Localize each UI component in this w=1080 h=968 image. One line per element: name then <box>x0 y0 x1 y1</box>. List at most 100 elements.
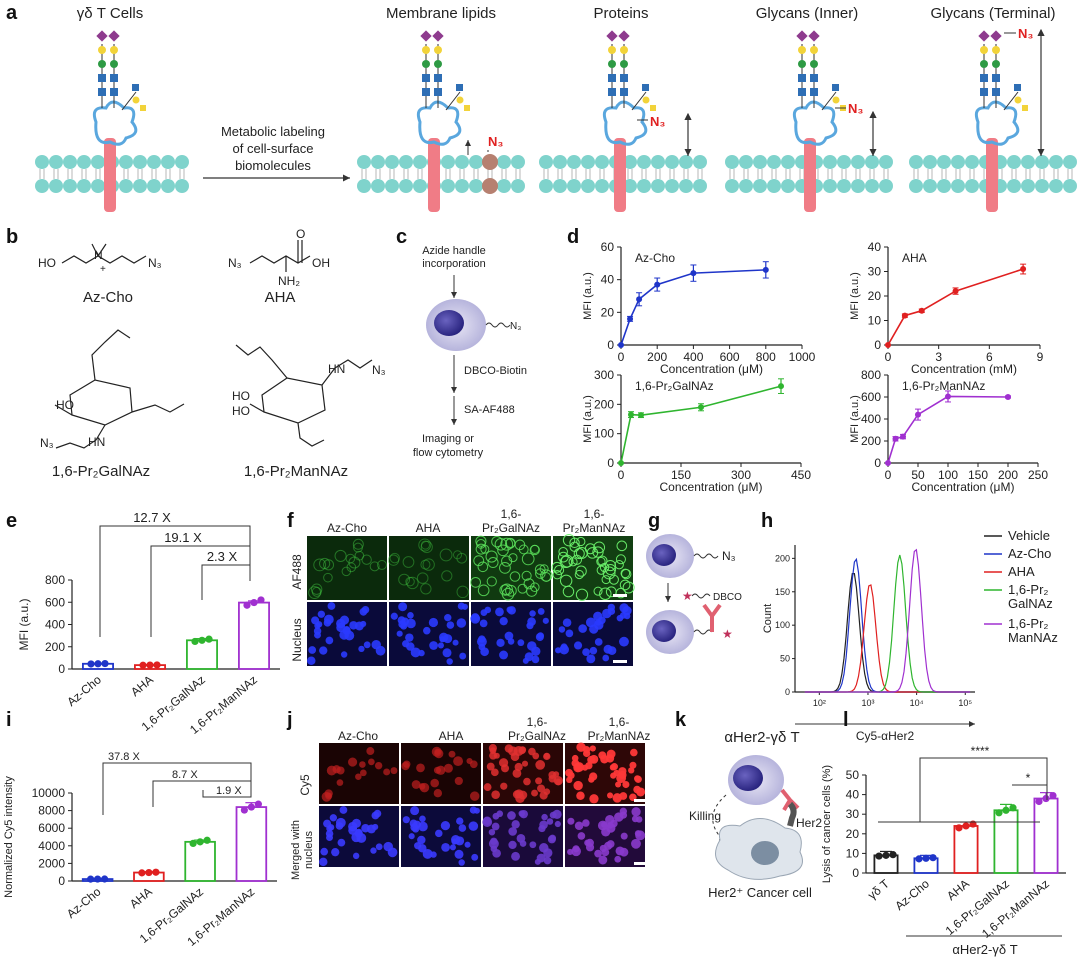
cell-dot <box>419 815 426 823</box>
j-row-merged-2: nucleus <box>303 831 315 869</box>
lipid-head <box>879 179 893 193</box>
cell-dot <box>410 806 420 816</box>
cell-dot <box>476 636 487 647</box>
structure-az-cho <box>61 243 147 264</box>
cell-dot <box>339 615 350 625</box>
cell-dot <box>542 617 549 624</box>
cell-ring <box>530 582 540 593</box>
cell-ring <box>596 565 606 575</box>
cell-dot <box>337 838 346 847</box>
cell-dot <box>491 768 499 777</box>
cell-ring <box>597 555 608 566</box>
sugar-circle <box>132 96 140 104</box>
step-imaging: Imaging or <box>422 433 474 445</box>
data-point <box>654 281 661 288</box>
scale-bar <box>613 660 627 663</box>
lipid-head <box>879 155 893 169</box>
sugar-square <box>132 84 139 91</box>
cell-dot <box>573 780 583 791</box>
cell-dot <box>634 775 641 782</box>
cell-dot <box>555 647 562 654</box>
lipid-head <box>539 179 553 193</box>
cell-dot <box>504 631 514 641</box>
l-sig-2: * <box>1026 771 1031 785</box>
sugar-circle <box>110 60 118 68</box>
lipid-head <box>91 155 105 169</box>
cell-ring <box>402 556 415 568</box>
data-point <box>1020 266 1027 273</box>
replicate-point <box>915 855 923 863</box>
lipid-head <box>637 155 651 169</box>
cell-dot <box>615 846 625 856</box>
cell-ring <box>508 553 518 563</box>
cell-ring <box>592 546 604 558</box>
y-axis-label: MFI (a.u.) <box>582 395 594 443</box>
azide-glycan-inner: N₃ <box>848 101 863 116</box>
y-tick-label: 0 <box>607 338 614 352</box>
data-point <box>778 383 784 390</box>
cell-dot <box>597 616 606 625</box>
y-tick-label: 0 <box>58 874 65 888</box>
cell-ring <box>475 535 487 547</box>
protein-coil <box>602 100 648 146</box>
labeled-lipid <box>482 154 498 170</box>
title-membrane-lipids: Membrane lipids <box>386 5 496 22</box>
x-axis-label: Concentration (μM) <box>912 480 1015 494</box>
cell-dot <box>413 820 422 829</box>
cell-ring <box>323 572 333 583</box>
sugar-square <box>140 105 146 111</box>
panel-label-b: b <box>6 226 18 248</box>
scale-bar <box>613 594 627 597</box>
side-glycan <box>821 91 837 111</box>
panel-b: b HO N + N₃ Az-Cho N₃ O OH NH₂ AHA HO <box>6 226 386 480</box>
cell-dot <box>325 792 333 800</box>
cell-dot <box>459 652 467 660</box>
cell-dot <box>507 811 516 820</box>
cell-dot <box>547 835 556 844</box>
cell-ring <box>405 576 415 587</box>
lipid-head <box>937 155 951 169</box>
sugar-circle <box>992 46 1000 54</box>
panel-label-g: g <box>648 510 660 532</box>
replicate-point <box>101 875 109 883</box>
sugar-circle <box>110 46 118 54</box>
membranes <box>35 28 1077 212</box>
atom-ho-azcho: HO <box>38 256 56 270</box>
sugar-circle <box>980 46 988 54</box>
lipid-head <box>781 155 795 169</box>
cell-dot <box>437 642 444 649</box>
cell-dot <box>567 848 574 856</box>
scale-bar <box>634 862 648 865</box>
cell-dot <box>622 780 630 789</box>
lipid-head <box>49 155 63 169</box>
cell-ring <box>308 586 322 600</box>
lipid-head <box>767 155 781 169</box>
cell-dot <box>532 752 540 760</box>
data-point <box>627 315 634 322</box>
sugar-circle <box>980 60 988 68</box>
cell-dot <box>486 762 495 771</box>
sugar-square <box>650 105 656 111</box>
sugar-square <box>110 88 118 96</box>
lipid-head <box>651 179 665 193</box>
lipid-head <box>497 155 511 169</box>
cell-dot <box>599 844 607 852</box>
cell-ring <box>313 558 327 572</box>
cell-dot <box>451 838 458 845</box>
transmembrane-protein <box>804 138 816 212</box>
lipid-head <box>133 155 147 169</box>
sugar-square <box>1014 84 1021 91</box>
j-row-merged-1: Merged with <box>290 820 302 880</box>
chart-d-aha: 0 10 20 30 40 0 3 6 9 Concentration (mM) MFI (a.u.… <box>849 240 1044 376</box>
replicate-point <box>87 875 95 883</box>
cell-ring <box>406 576 419 590</box>
cell-dot <box>589 794 599 804</box>
sugar-circle <box>456 96 464 104</box>
fold-brackets-i <box>102 762 252 815</box>
cell-dot <box>446 621 455 629</box>
y-axis-label: MFI (a.u.) <box>849 272 861 320</box>
transmembrane-protein <box>104 138 116 212</box>
cell-dot <box>499 616 508 626</box>
